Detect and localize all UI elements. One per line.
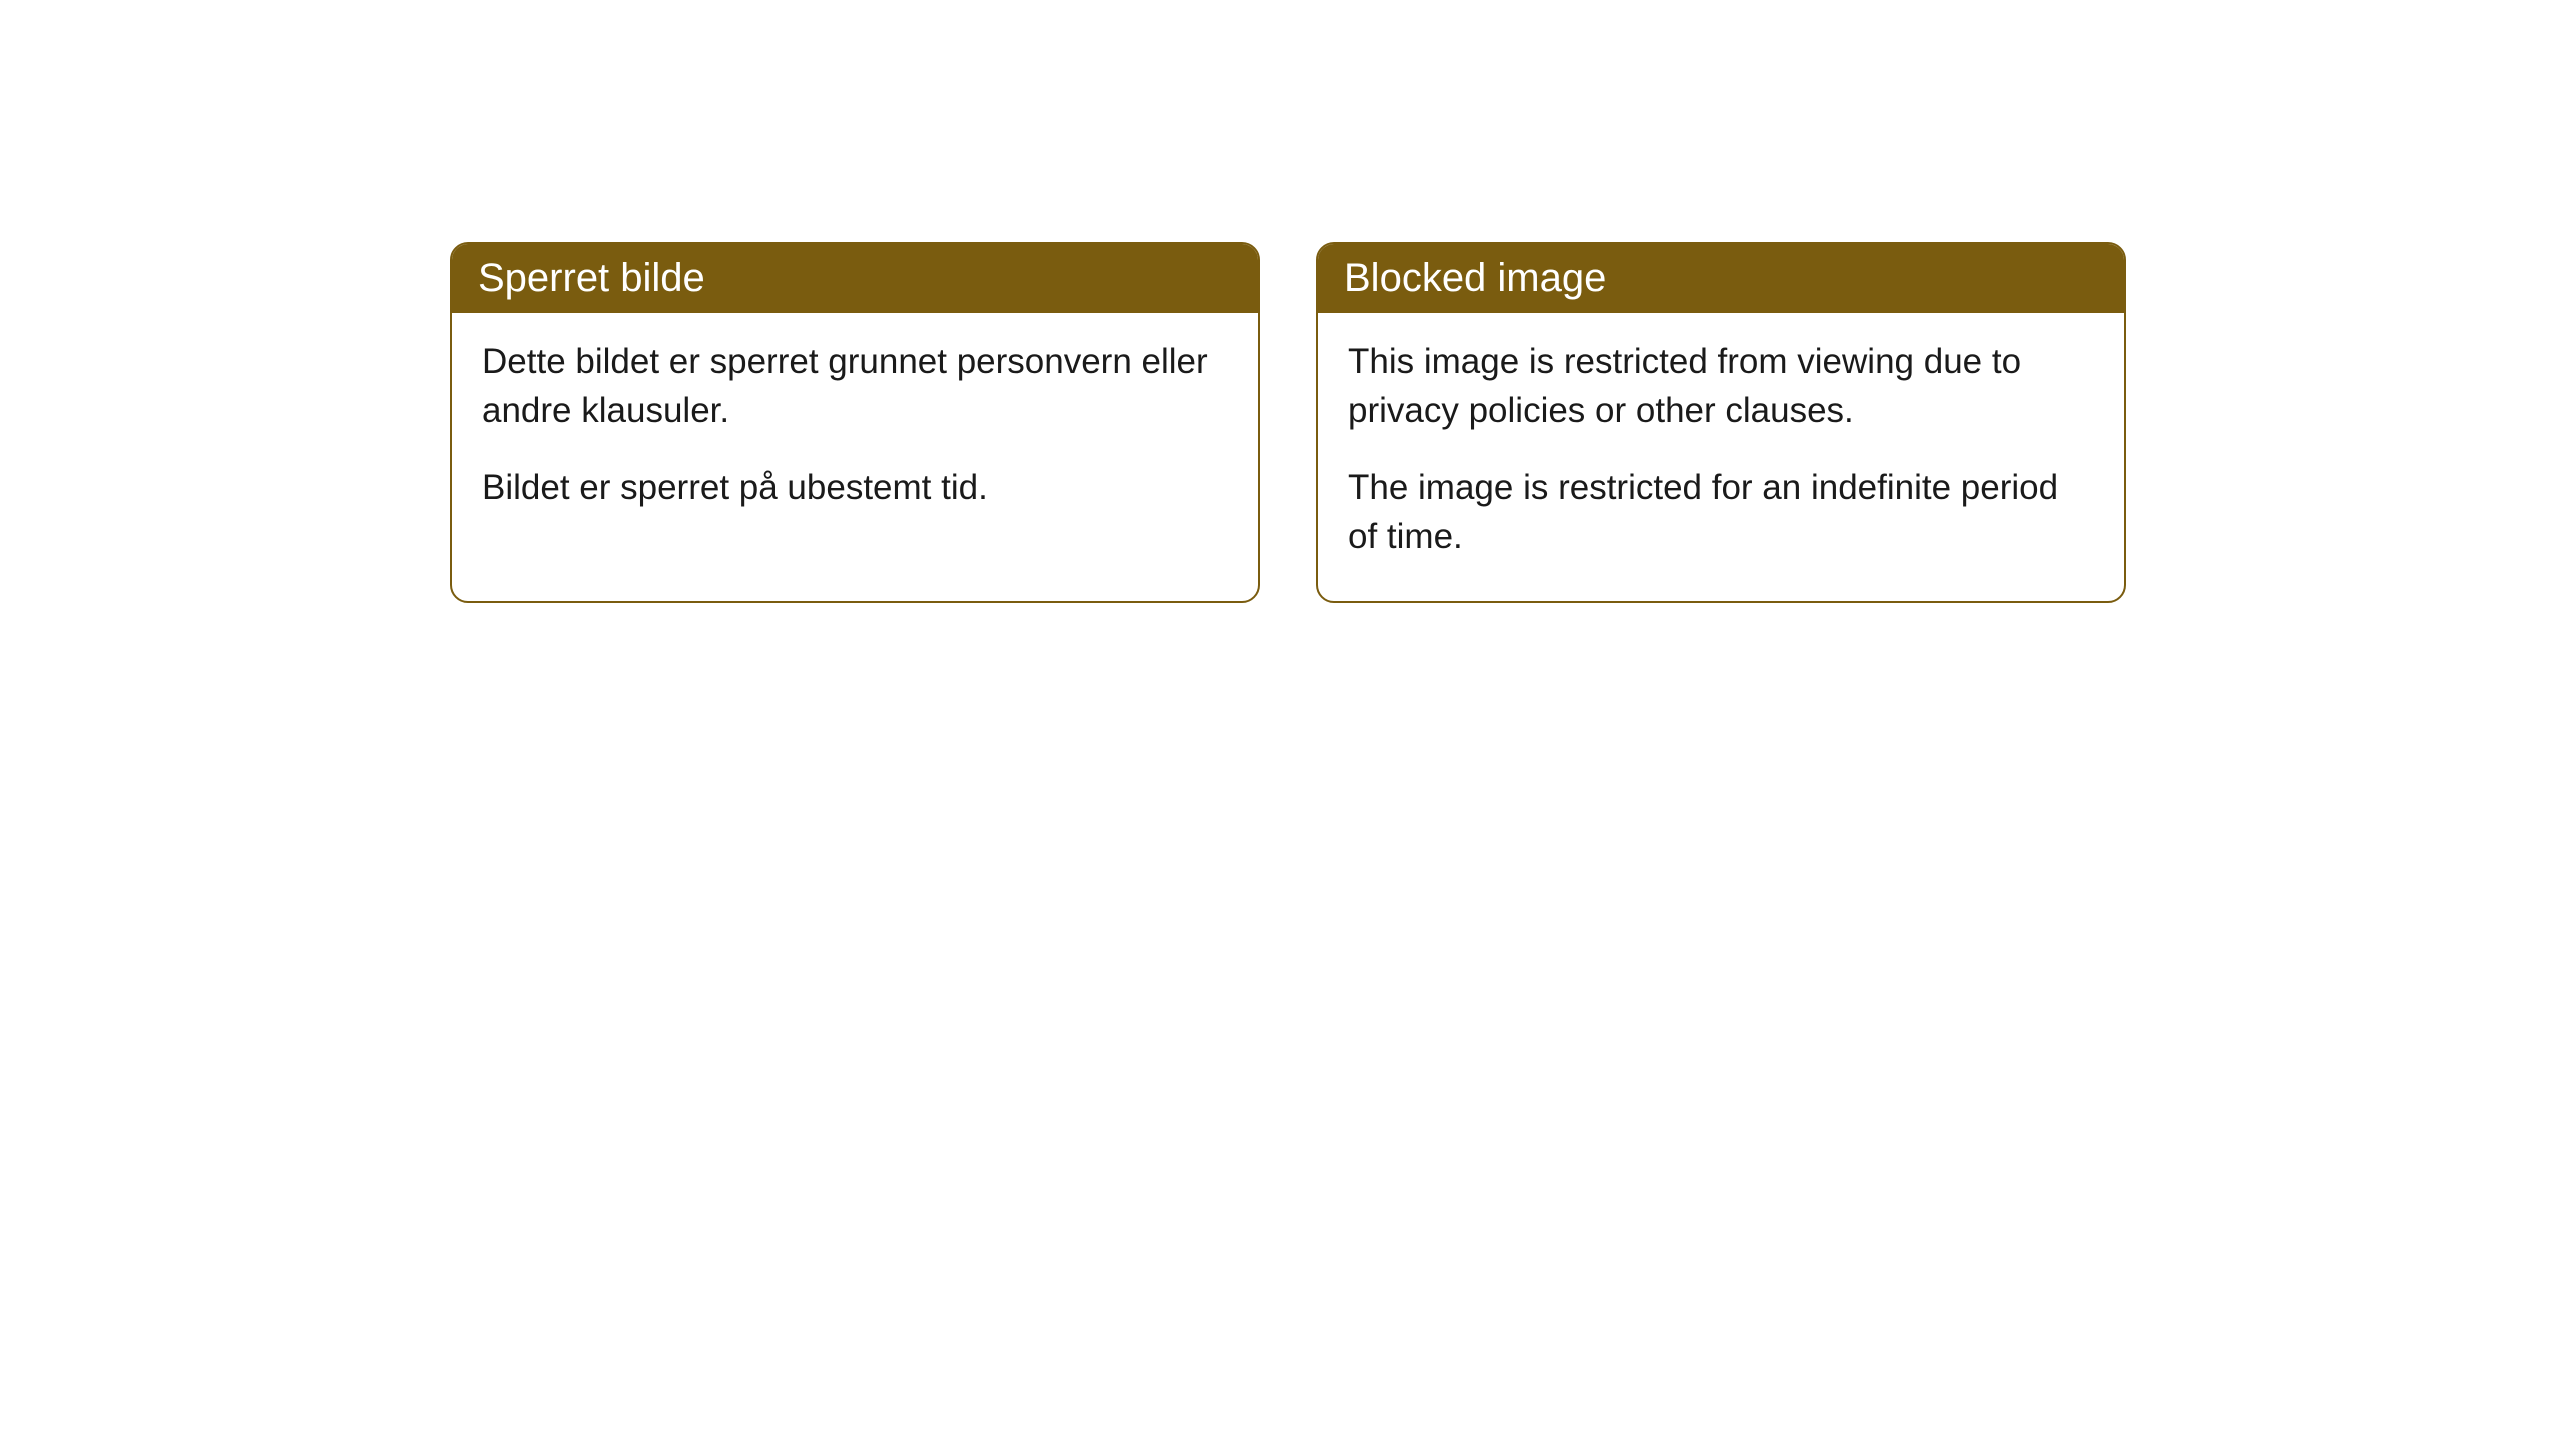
blocked-image-card-english: Blocked image This image is restricted f…	[1316, 242, 2126, 603]
card-text-norwegian-1: Dette bildet er sperret grunnet personve…	[482, 337, 1228, 435]
notice-cards-container: Sperret bilde Dette bildet er sperret gr…	[450, 242, 2126, 603]
blocked-image-card-norwegian: Sperret bilde Dette bildet er sperret gr…	[450, 242, 1260, 603]
card-title-english: Blocked image	[1344, 256, 1606, 300]
card-body-norwegian: Dette bildet er sperret grunnet personve…	[452, 313, 1258, 552]
card-text-norwegian-2: Bildet er sperret på ubestemt tid.	[482, 463, 1228, 512]
card-text-english-2: The image is restricted for an indefinit…	[1348, 463, 2094, 561]
card-body-english: This image is restricted from viewing du…	[1318, 313, 2124, 601]
card-title-norwegian: Sperret bilde	[478, 256, 705, 300]
card-header-norwegian: Sperret bilde	[452, 244, 1258, 313]
card-text-english-1: This image is restricted from viewing du…	[1348, 337, 2094, 435]
card-header-english: Blocked image	[1318, 244, 2124, 313]
